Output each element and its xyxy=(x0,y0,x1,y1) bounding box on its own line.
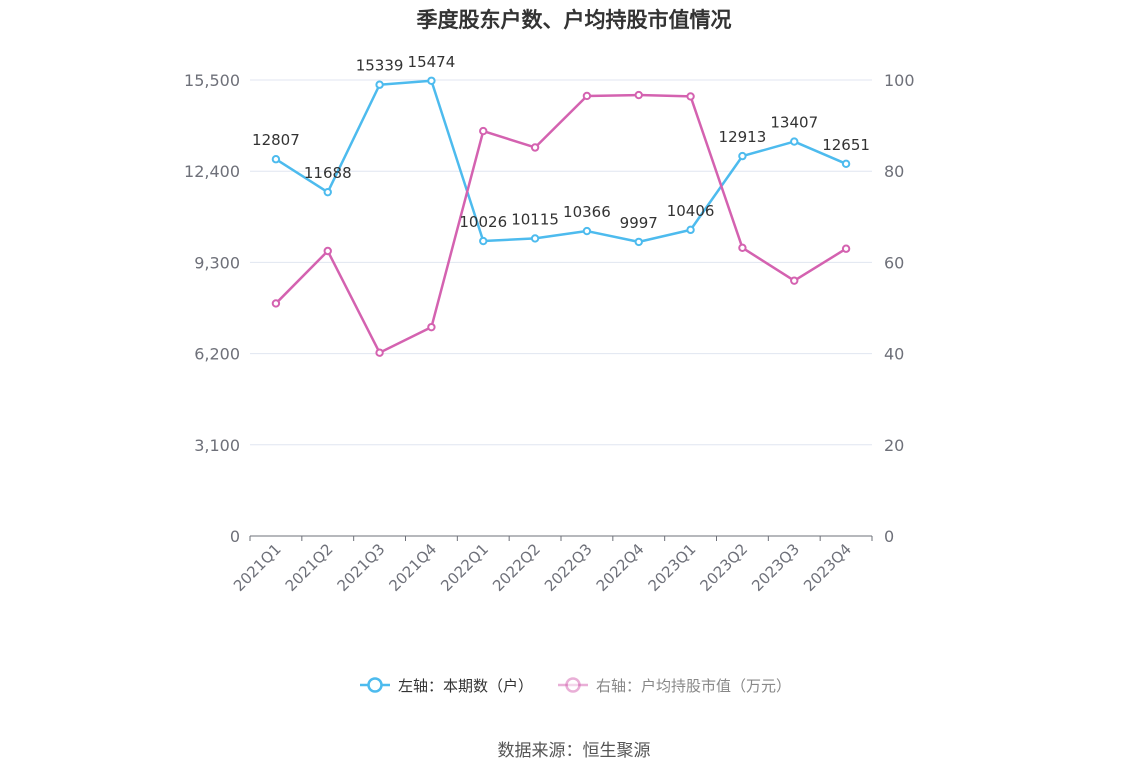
axes: 0 3,100 6,200 9,300 12,400 15,500 0 20 40 60 80 100… xyxy=(184,71,915,595)
legend-item: 右轴：户均持股市值（万元） xyxy=(558,677,791,695)
series-lines xyxy=(271,76,851,357)
x-axis-tick-label: 2021Q1 xyxy=(230,540,285,595)
series-line-households xyxy=(275,79,847,244)
legend-label: 左轴：本期数（户） xyxy=(398,677,533,695)
data-point xyxy=(271,299,281,308)
data-label: 10115 xyxy=(511,210,559,228)
data-label: 12807 xyxy=(252,131,300,149)
data-label: 12651 xyxy=(822,136,870,154)
data-label: 11688 xyxy=(304,164,352,182)
left-axis-tick-label: 9,300 xyxy=(194,253,240,272)
left-axis-tick-label: 0 xyxy=(230,527,240,546)
x-axis-tick-label: 2023Q2 xyxy=(696,540,751,595)
data-point xyxy=(582,226,592,236)
data-point xyxy=(790,137,799,146)
data-label: 10406 xyxy=(667,202,715,220)
data-point xyxy=(738,151,747,161)
x-axis-tick-label: 2022Q4 xyxy=(593,540,648,595)
x-axis-tick-label: 2021Q4 xyxy=(385,540,440,595)
data-point xyxy=(841,159,851,169)
data-label: 10366 xyxy=(563,203,611,221)
data-point xyxy=(427,76,436,85)
left-axis-tick-label: 6,200 xyxy=(194,345,240,364)
data-label: 9997 xyxy=(620,214,658,232)
right-axis-tick-label: 80 xyxy=(884,162,904,181)
x-axis-tick-label: 2023Q1 xyxy=(645,540,700,595)
data-source: 数据来源：恒生聚源 xyxy=(497,741,651,761)
legend-marker xyxy=(367,677,383,693)
grid-lines xyxy=(250,79,872,446)
data-label: 12913 xyxy=(719,128,767,146)
data-label: 15474 xyxy=(408,53,456,71)
right-axis-tick-label: 0 xyxy=(884,527,894,546)
x-axis-tick-label: 2023Q3 xyxy=(748,540,803,595)
data-point xyxy=(323,187,332,197)
right-axis-tick-label: 40 xyxy=(884,345,904,364)
data-point xyxy=(686,225,695,235)
data-label: 15339 xyxy=(356,57,404,75)
data-point xyxy=(738,243,747,253)
data-point xyxy=(427,322,436,332)
data-point xyxy=(530,234,540,243)
data-point xyxy=(479,126,488,136)
series-line-avg-value xyxy=(275,93,847,354)
chart-title: 季度股东户数、户均持股市值情况 xyxy=(416,8,732,32)
data-point xyxy=(634,90,643,100)
data-point xyxy=(479,236,488,246)
legend-item: 左轴：本期数（户） xyxy=(360,677,533,695)
data-point xyxy=(841,244,851,253)
x-axis-tick-label: 2021Q3 xyxy=(334,540,389,595)
x-axis-tick-label: 2022Q2 xyxy=(489,540,544,595)
x-axis-tick-label: 2022Q3 xyxy=(541,540,596,595)
x-axis-tick-label: 2022Q1 xyxy=(437,540,492,595)
right-axis-tick-label: 60 xyxy=(884,253,904,272)
data-point xyxy=(790,276,799,285)
legend-label: 右轴：户均持股市值（万元） xyxy=(596,677,791,695)
data-label: 13407 xyxy=(770,114,818,132)
right-axis-tick-label: 20 xyxy=(884,436,904,455)
data-point xyxy=(375,348,384,357)
data-point xyxy=(530,143,540,152)
data-point xyxy=(271,155,281,164)
data-point xyxy=(634,237,643,247)
data-point xyxy=(323,246,332,256)
left-axis-tick-label: 12,400 xyxy=(184,162,240,181)
legend: 左轴：本期数（户） 右轴：户均持股市值（万元） xyxy=(360,677,791,695)
data-point xyxy=(686,92,695,101)
x-axis-tick-label: 2023Q4 xyxy=(800,540,855,595)
left-axis-tick-label: 3,100 xyxy=(194,436,240,455)
data-label: 10026 xyxy=(459,213,507,231)
x-axis-tick-label: 2021Q2 xyxy=(282,540,337,595)
left-axis-tick-label: 15,500 xyxy=(184,71,240,90)
data-point xyxy=(582,91,592,101)
right-axis-tick-label: 100 xyxy=(884,71,915,90)
legend-marker xyxy=(565,677,581,693)
data-point xyxy=(375,80,384,89)
